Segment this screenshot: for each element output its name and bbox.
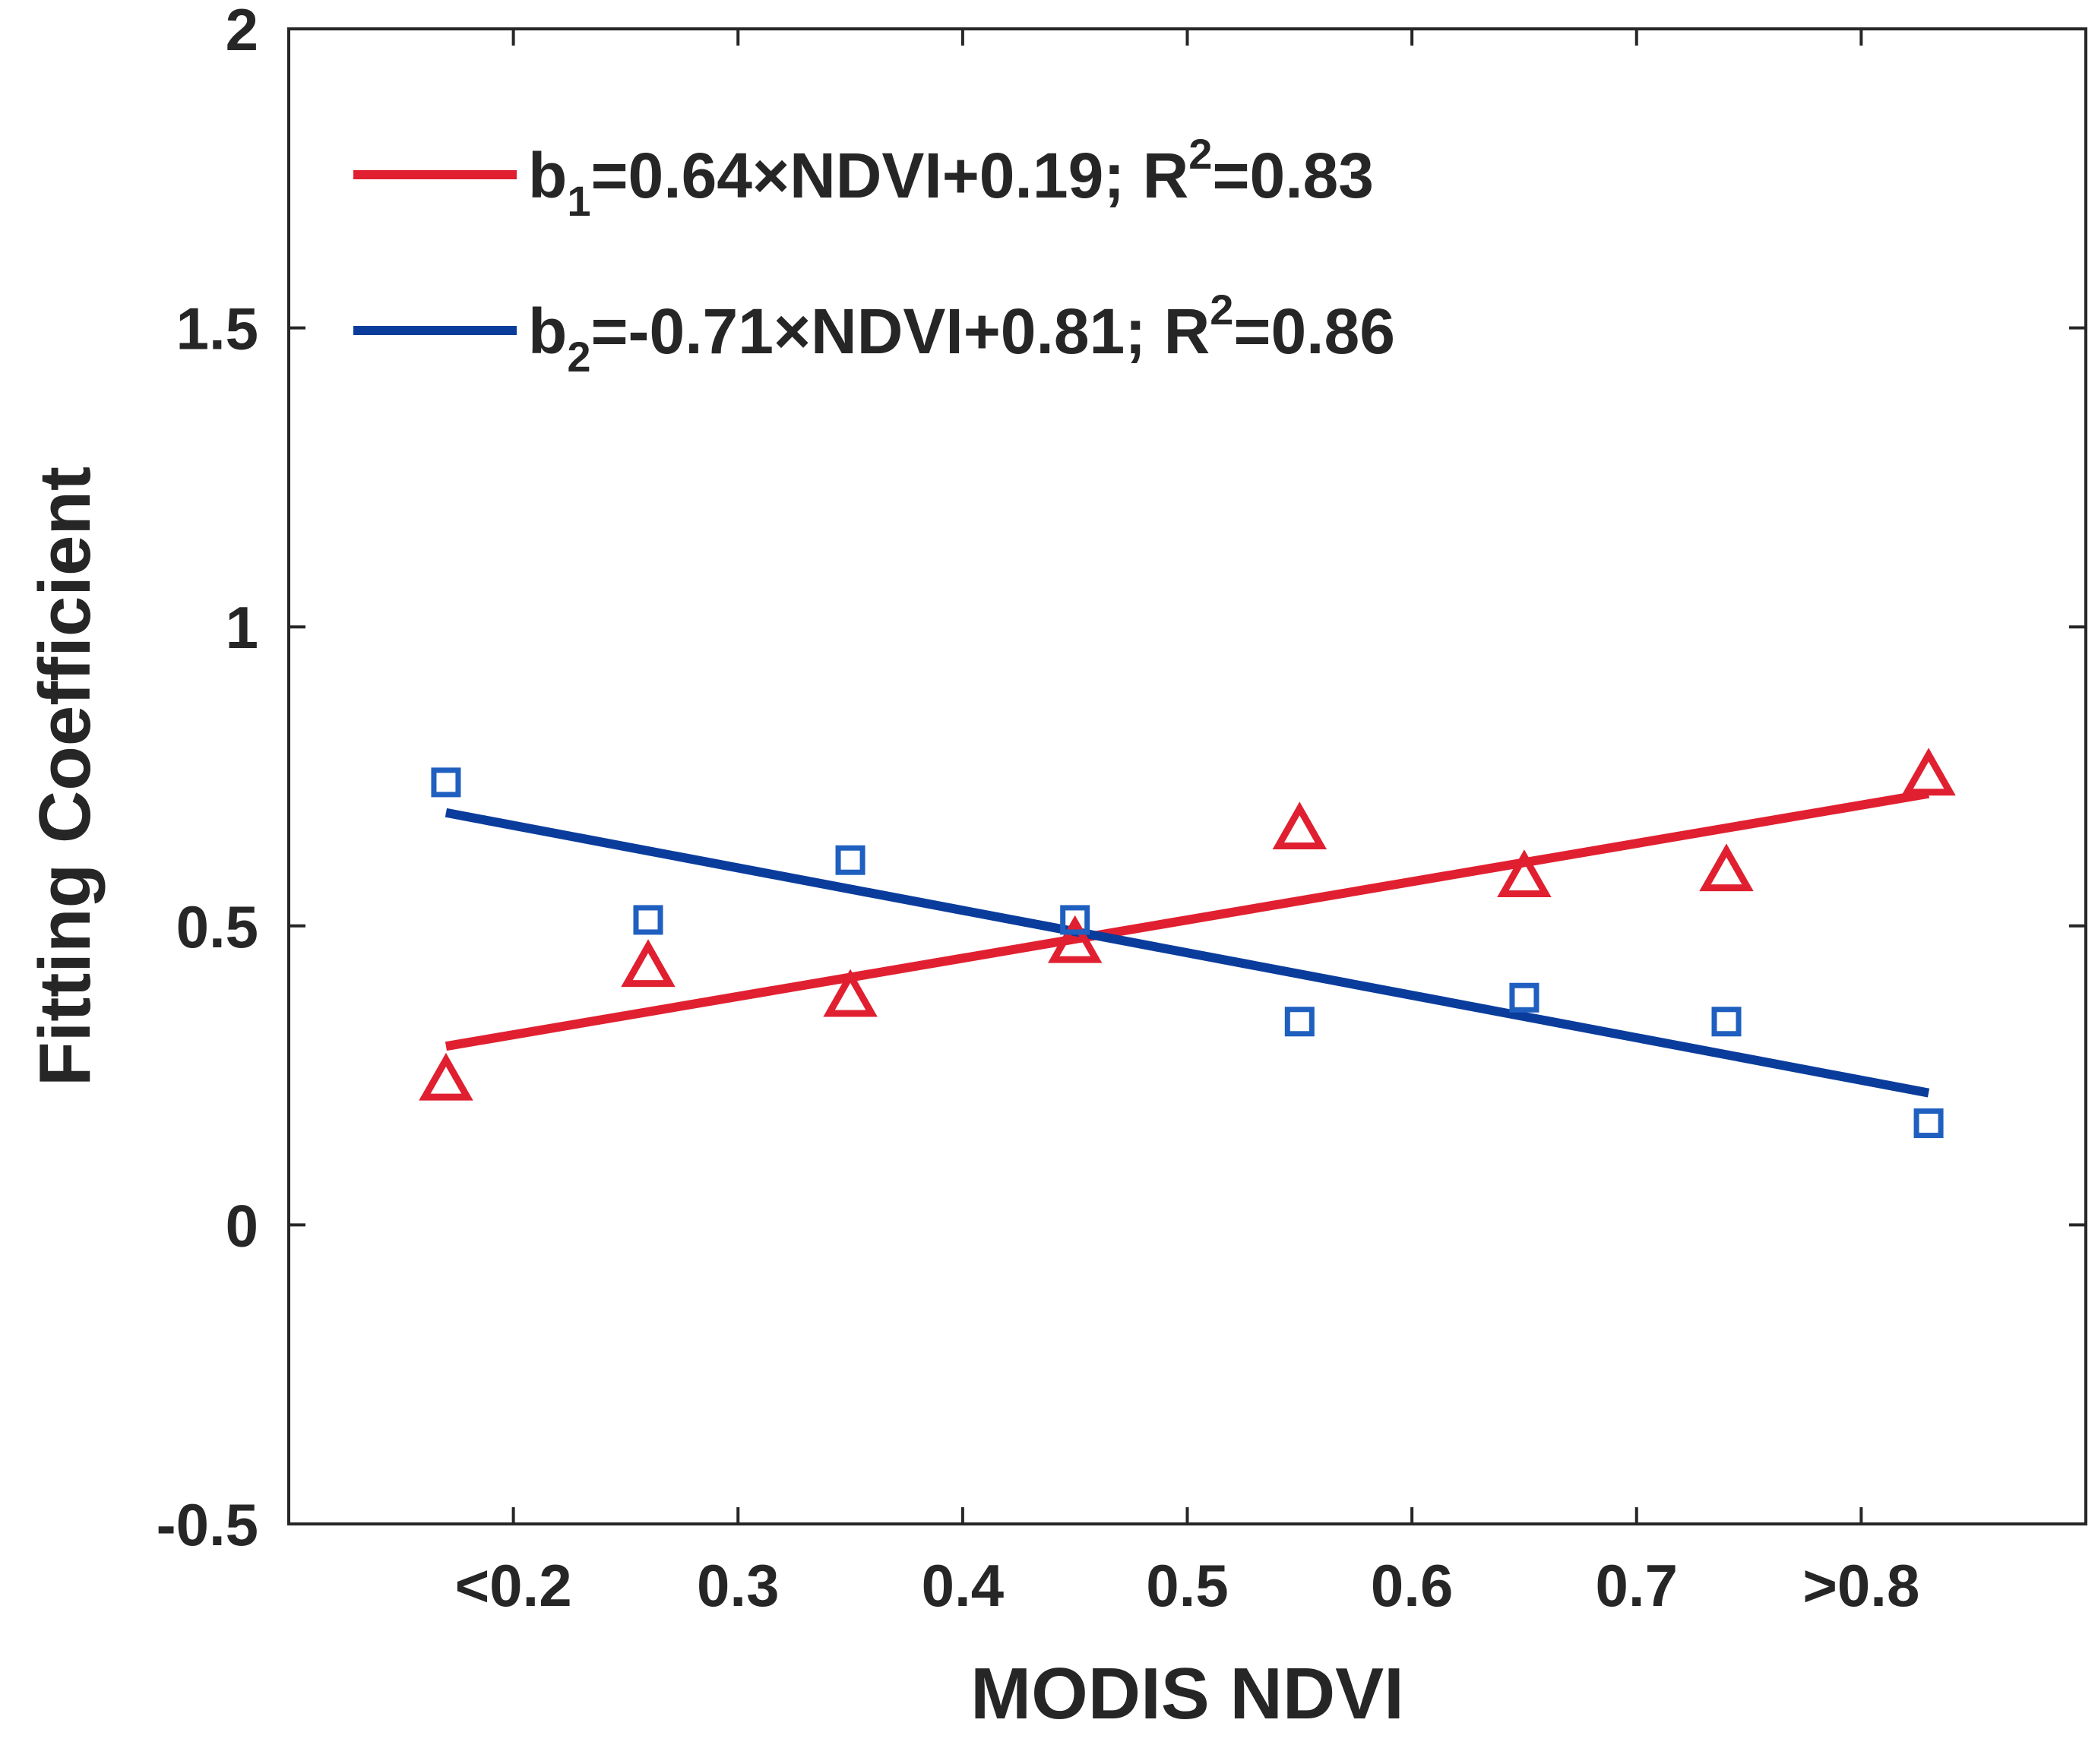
legend: b1=0.64×NDVI+0.19; R2=0.83b2=-0.71×NDVI+… xyxy=(353,130,1395,381)
y-tick-label: 1 xyxy=(226,594,258,661)
y-axis-ticks: -0.5 0 0.5 1 1.5 2 xyxy=(157,0,2086,1558)
point-b2-square xyxy=(1509,982,1539,1013)
legend-eq-b2: =-0.71×NDVI+0.81; R xyxy=(590,296,1210,367)
legend-sup-b1: 2 xyxy=(1188,130,1212,178)
point-b2-square xyxy=(1284,1007,1315,1037)
legend-lhs-b1: b xyxy=(528,140,567,211)
x-tick-label: 0.3 xyxy=(697,1552,779,1619)
x-tick-label: 0.7 xyxy=(1596,1552,1678,1619)
x-tick-label: 0.4 xyxy=(922,1552,1004,1619)
point-b1-triangle xyxy=(1699,843,1754,892)
y-tick-label: 2 xyxy=(226,0,258,63)
legend-lhs-b2: b xyxy=(528,296,567,367)
legend-sup-b2: 2 xyxy=(1210,286,1233,334)
point-b2-square xyxy=(633,905,663,935)
point-b1-triangle xyxy=(1047,915,1103,963)
point-b2-square xyxy=(1711,1007,1742,1037)
y-tick-label: 1.5 xyxy=(176,296,258,362)
point-b2-square xyxy=(1913,1108,1944,1139)
axes xyxy=(287,27,2087,1525)
legend-sub-b1: 1 xyxy=(567,177,590,225)
x-tick-label: <0.2 xyxy=(455,1552,572,1619)
data-points xyxy=(419,748,1956,1139)
point-b1-triangle xyxy=(621,939,676,988)
point-b1-triangle xyxy=(1497,849,1552,898)
x-tick-label: 0.6 xyxy=(1371,1552,1453,1619)
point-b1-triangle xyxy=(1901,748,1956,796)
y-tick-label: -0.5 xyxy=(157,1491,258,1558)
plot-area-frame xyxy=(287,27,2087,1525)
x-tick-label: 0.5 xyxy=(1146,1552,1228,1619)
y-tick-label: 0 xyxy=(226,1192,258,1259)
point-b2-square xyxy=(431,767,461,798)
point-b1-triangle xyxy=(1272,801,1327,850)
legend-r2-b1: =0.83 xyxy=(1212,140,1374,211)
legend-label-b2: b2=-0.71×NDVI+0.81; R2=0.86 xyxy=(528,286,1395,381)
fit-line-b2 xyxy=(445,808,1930,1098)
legend-eq-b1: =0.64×NDVI+0.19; R xyxy=(590,140,1188,211)
fit-line-b1 xyxy=(445,789,1930,1051)
y-tick-label: 0.5 xyxy=(176,893,258,960)
legend-label-b1: b1=0.64×NDVI+0.19; R2=0.83 xyxy=(528,130,1374,225)
point-b1-triangle xyxy=(419,1052,473,1101)
x-tick-label: >0.8 xyxy=(1802,1552,1919,1619)
x-axis-ticks: <0.2 0.3 0.4 0.5 0.6 0.7 >0.8 xyxy=(455,29,1919,1619)
y-axis-title: Fitting Coefficient xyxy=(24,466,106,1086)
legend-r2-b2: =0.86 xyxy=(1233,296,1395,367)
point-b2-square xyxy=(1060,905,1090,935)
fit-lines xyxy=(445,789,1930,1098)
legend-sub-b2: 2 xyxy=(567,333,590,381)
x-axis-title: MODIS NDVI xyxy=(970,1653,1404,1734)
point-b2-square xyxy=(835,845,865,875)
point-b1-triangle xyxy=(823,969,878,1017)
